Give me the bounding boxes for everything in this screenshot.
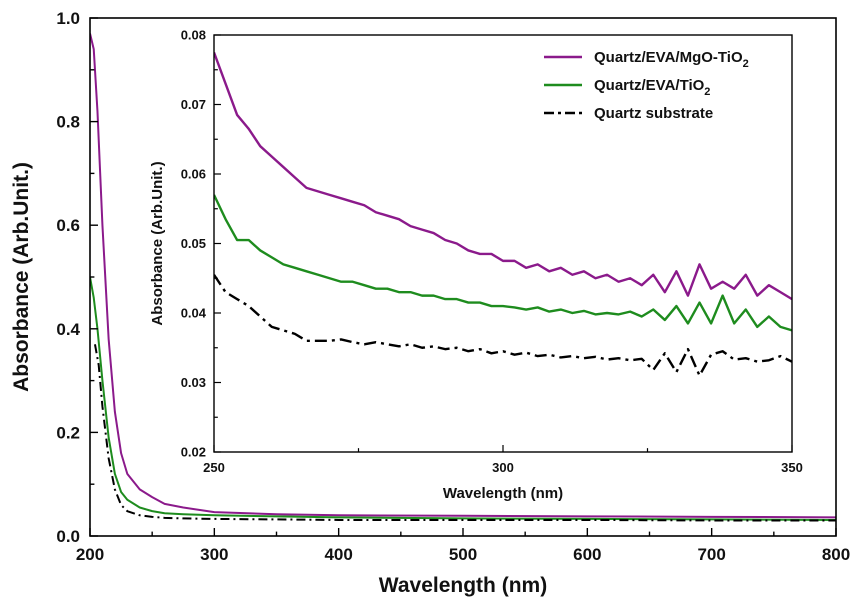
x-tick-label: 300 — [200, 545, 228, 564]
inset-plot: 250 300 350 0.02 0.03 0.04 0.05 0.06 0.07 0.08 Wav… — [149, 28, 803, 502]
y-tick-label: 0.03 — [181, 375, 206, 390]
y-tick-label: 0.08 — [181, 28, 206, 43]
legend-subscript: 2 — [704, 86, 710, 98]
x-axis-label: Wavelength (nm) — [379, 574, 547, 597]
x-tick-label: 350 — [781, 460, 803, 475]
series-line-quartz-eva-tio2 — [214, 194, 792, 332]
legend-entry: Quartz substrate — [594, 105, 713, 122]
x-tick-label: 300 — [492, 460, 514, 475]
y-tick-label: 0.04 — [181, 306, 207, 321]
y-tick-label: 1.0 — [56, 9, 80, 28]
legend-label: Quartz substrate — [594, 105, 713, 122]
x-tick-label: 400 — [324, 545, 352, 564]
legend-label: Quartz/EVA/MgO-TiO — [594, 49, 743, 66]
y-axis-label: Absorbance (Arb.Unit.) — [10, 162, 33, 392]
legend: Quartz/EVA/MgO-TiO2Quartz/EVA/TiO2Quartz… — [544, 49, 749, 122]
x-tick-label: 600 — [573, 545, 601, 564]
x-axis-label: Wavelength (nm) — [443, 485, 563, 502]
legend-label: Quartz/EVA/TiO — [594, 77, 705, 94]
y-tick-label: 0.02 — [181, 445, 206, 460]
y-tick-label: 0.2 — [56, 423, 80, 442]
plot-area — [214, 35, 792, 452]
y-tick-label: 0.0 — [56, 527, 80, 546]
y-tick-label: 0.06 — [181, 167, 206, 182]
x-tick-label: 700 — [697, 545, 725, 564]
y-tick-label: 0.07 — [181, 97, 206, 112]
y-tick-label: 0.4 — [56, 320, 80, 339]
legend-entry: Quartz/EVA/MgO-TiO2 — [594, 49, 749, 70]
series-line-quartz-eva-mgo-tio2 — [90, 33, 836, 519]
x-tick-label: 500 — [449, 545, 477, 564]
y-tick-label: 0.6 — [56, 216, 80, 235]
series-line-quartz-eva-mgo-tio2 — [214, 51, 792, 301]
series-line-quartz-substrate — [214, 274, 792, 377]
legend-subscript: 2 — [743, 58, 749, 70]
x-tick-label: 250 — [203, 460, 225, 475]
y-tick-label: 0.05 — [181, 236, 206, 251]
y-tick-label: 0.8 — [56, 113, 80, 132]
legend-entry: Quartz/EVA/TiO2 — [594, 77, 710, 98]
y-axis-label: Absorbance (Arb.Unit.) — [149, 161, 166, 325]
series-line-quartz-eva-tio2 — [90, 276, 836, 521]
x-tick-label: 200 — [76, 545, 104, 564]
series-line-quartz-substrate — [93, 344, 836, 522]
x-tick-label: 800 — [822, 545, 850, 564]
